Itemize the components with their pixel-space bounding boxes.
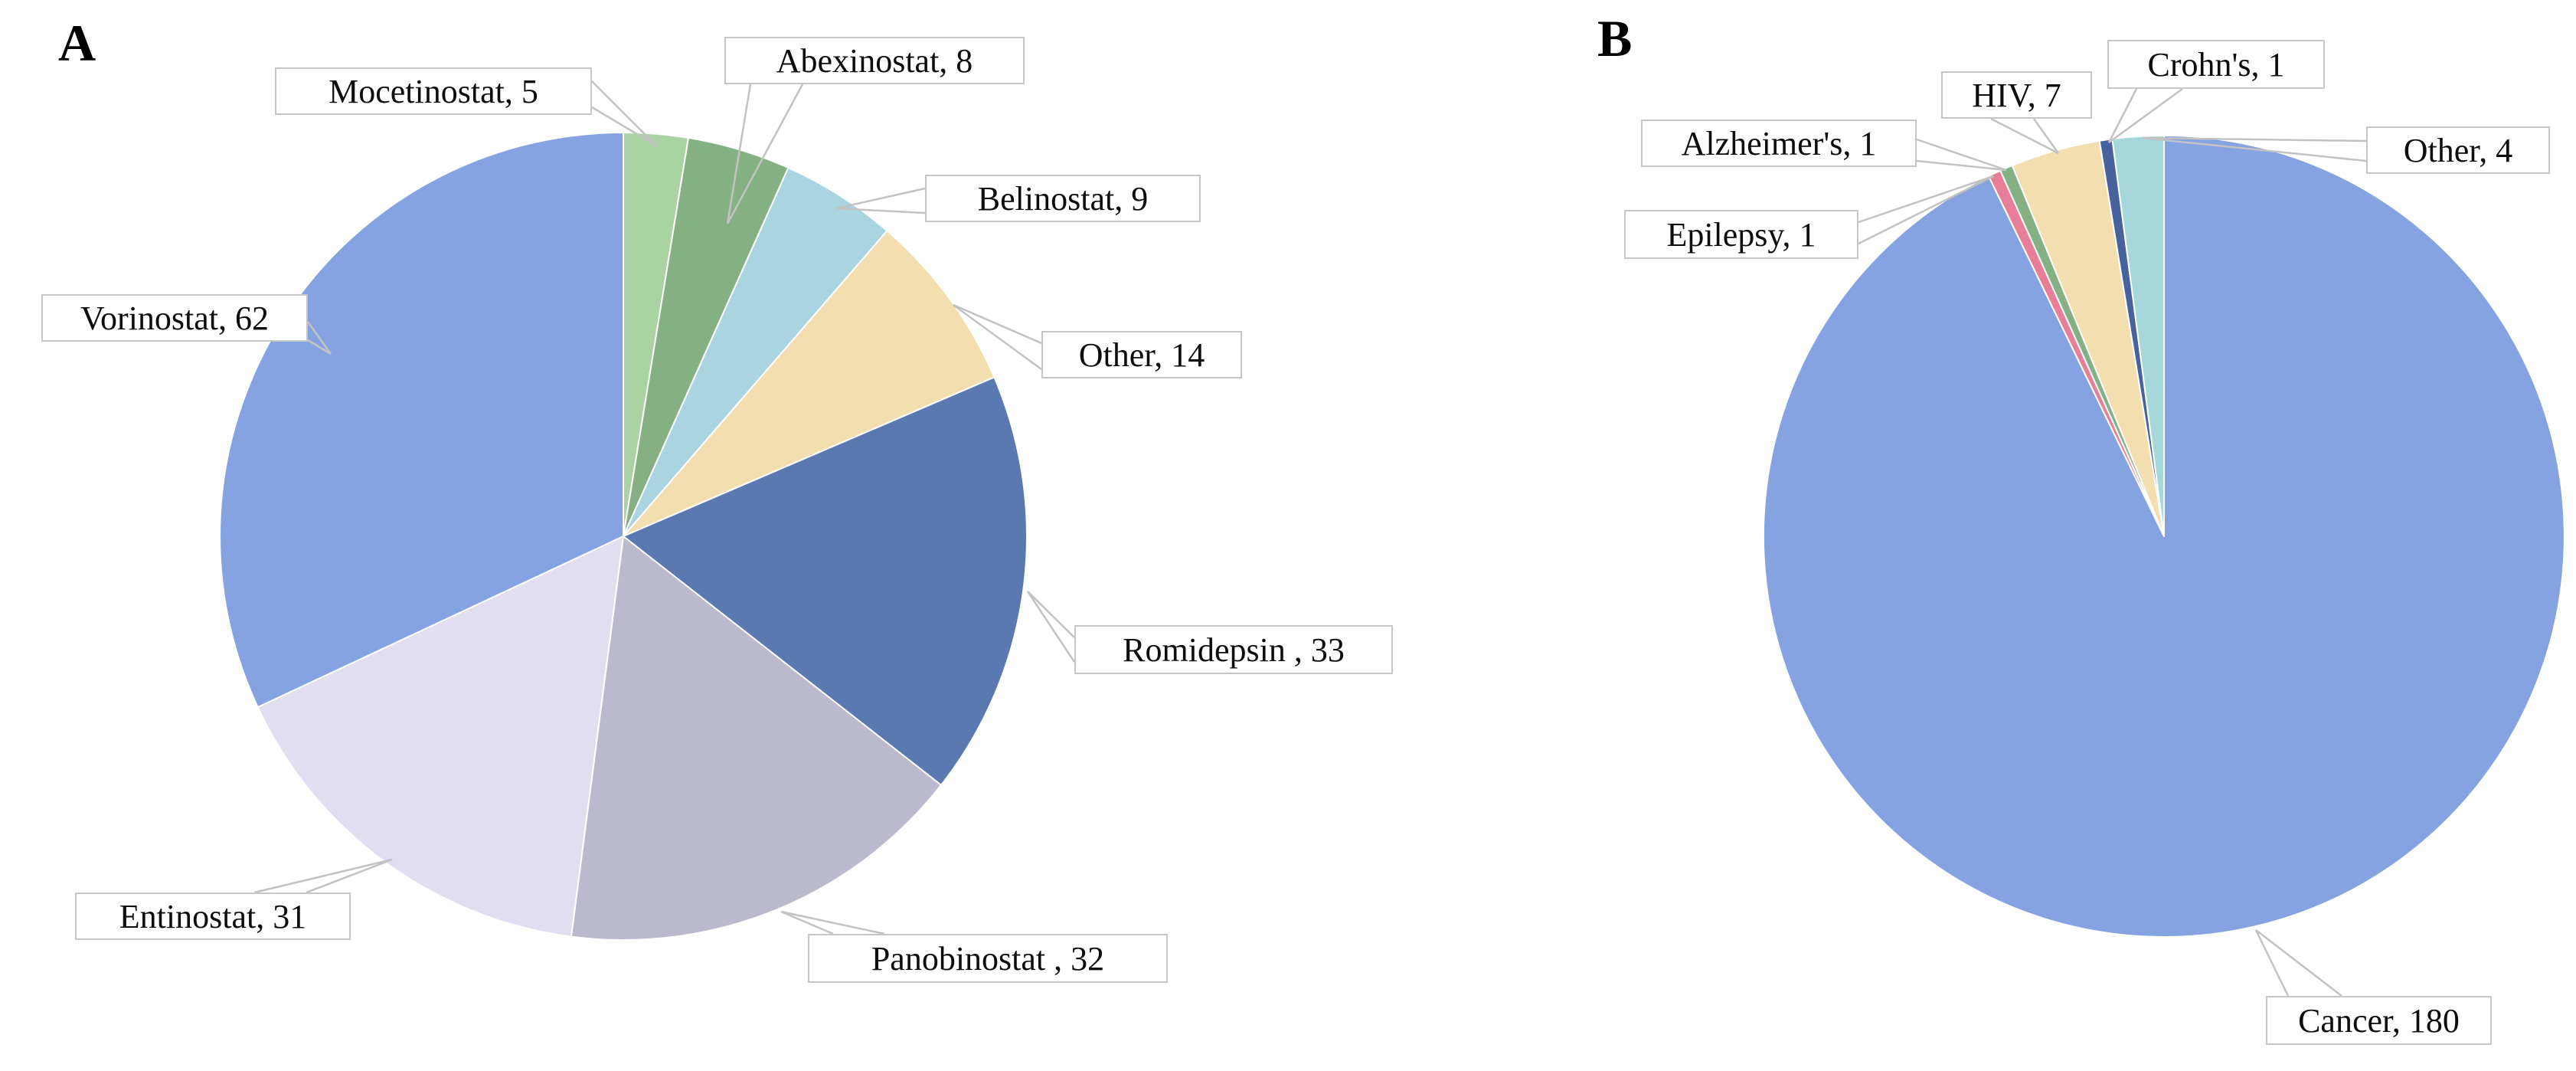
pie-slice-belinostat — [623, 167, 888, 537]
callout-label-entinostat: Entinostat, 31 — [75, 892, 351, 940]
leader-line-panobinostat — [780, 910, 885, 935]
callout-label-hiv: HIV, 7 — [1941, 71, 2092, 119]
leader-line-cancer — [2254, 929, 2290, 997]
leader-line-romidepsin — [1026, 591, 1076, 663]
callout-label-crohn-s: Crohn's, 1 — [2107, 40, 2325, 89]
leader-line-alzheimer-s — [1916, 138, 2007, 172]
leader-line-mocetinostat — [591, 80, 657, 146]
leader-line-crohn-s — [2108, 87, 2183, 144]
pie-slice-romidepsin — [623, 376, 1028, 786]
leader-line-vorinostat — [307, 339, 332, 355]
leader-line-other — [2142, 136, 2367, 162]
panel-a-letter: A — [58, 14, 96, 72]
callout-label-other: Other, 14 — [1041, 331, 1242, 378]
leader-line-crohn-s — [2107, 88, 2138, 143]
pie-slice-other — [623, 230, 995, 537]
leader-line-entinostat — [306, 858, 393, 894]
leader-line-alzheimer-s — [1916, 159, 2007, 172]
callout-label-cancer: Cancer, 180 — [2266, 996, 2492, 1045]
panel-b-letter: B — [1597, 9, 1633, 67]
callout-label-romidepsin: Romidepsin , 33 — [1074, 625, 1393, 674]
callout-label-other: Other, 4 — [2366, 126, 2550, 174]
leader-line-other — [2142, 136, 2367, 142]
leader-line-romidepsin — [1027, 591, 1075, 638]
callout-label-belinostat: Belinostat, 9 — [925, 175, 1201, 222]
leader-line-entinostat — [253, 858, 393, 894]
leader-line-panobinostat — [780, 910, 834, 935]
pie-slice-panobinostat — [570, 536, 942, 941]
leader-line-hiv — [1990, 117, 2059, 155]
leader-line-abexinostat — [726, 84, 804, 224]
leader-line-epilepsy — [1858, 175, 1994, 224]
leader-line-other — [953, 303, 1042, 371]
leader-line-abexinostat — [726, 84, 752, 224]
leader-line-belinostat — [835, 207, 926, 215]
callout-label-mocetinostat: Mocetinostat, 5 — [275, 67, 592, 115]
leader-line-vorinostat — [306, 321, 332, 355]
callout-label-panobinostat: Panobinostat , 32 — [808, 934, 1168, 983]
leader-line-cancer — [2255, 929, 2342, 997]
leader-line-belinostat — [835, 187, 926, 210]
leader-line-epilepsy — [1858, 175, 1994, 245]
leader-line-mocetinostat — [591, 106, 657, 147]
callout-label-vorinostat: Vorinostat, 62 — [41, 294, 308, 342]
leader-line-other — [953, 303, 1042, 345]
callout-label-abexinostat: Abexinostat, 8 — [724, 37, 1025, 84]
callout-label-epilepsy: Epilepsy, 1 — [1624, 210, 1858, 259]
callout-label-alzheimer-s: Alzheimer's, 1 — [1641, 120, 1917, 167]
leader-line-hiv — [2032, 118, 2060, 154]
